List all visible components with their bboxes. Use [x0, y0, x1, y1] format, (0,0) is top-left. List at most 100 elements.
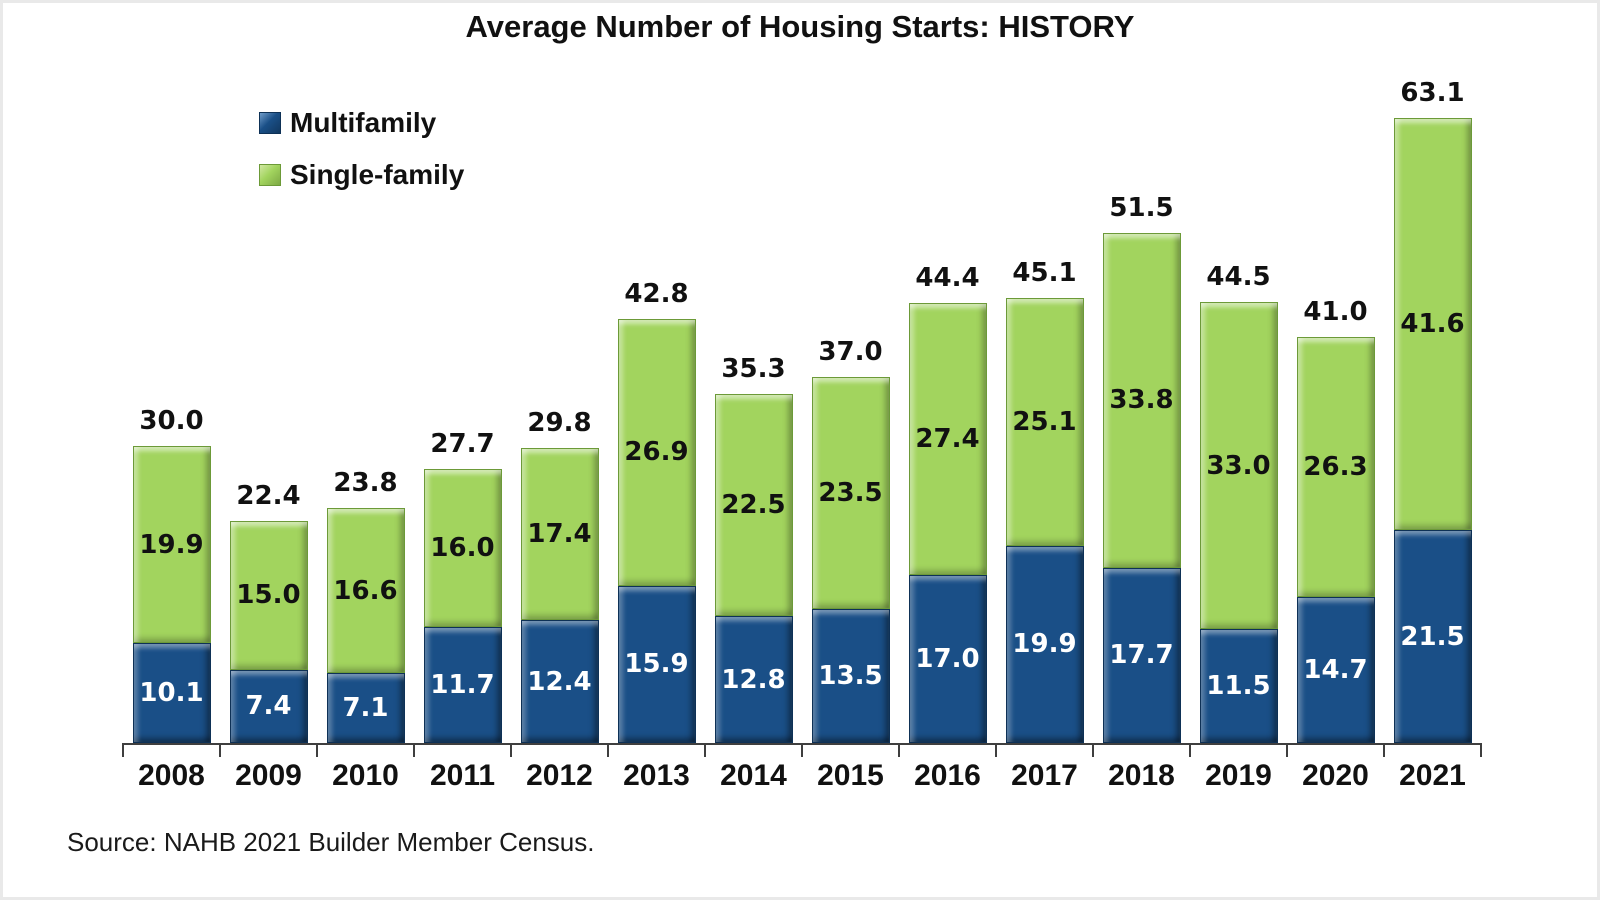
bar-2009: 15.0 7.4 [229, 521, 308, 743]
x-axis-label-2021: 2021 [1399, 759, 1466, 792]
single-family-value-label: 23.5 [818, 478, 883, 508]
legend-label-single-family: Single-family [290, 159, 465, 190]
bar-segment-multifamily-2009: 7.4 [229, 669, 308, 743]
bar-2018: 33.8 17.7 [1102, 233, 1181, 743]
multifamily-value-label: 12.8 [721, 664, 786, 695]
bar-segment-multifamily-2015: 13.5 [811, 609, 890, 743]
bar-segment-multifamily-2014: 12.8 [714, 616, 793, 743]
total-value-label: 37.0 [818, 336, 883, 367]
bar-segment-multifamily-2017: 19.9 [1005, 545, 1084, 743]
bar-segment-single-family-2010: 16.6 [326, 508, 405, 673]
legend-label-multifamily: Multifamily [290, 107, 437, 138]
bar-segment-multifamily-2008: 10.1 [132, 643, 211, 743]
bar-2014: 22.5 12.8 [714, 393, 793, 743]
x-axis-tick [413, 743, 415, 757]
x-axis-label-2016: 2016 [914, 759, 981, 792]
x-axis-label-2010: 2010 [332, 759, 399, 792]
x-axis-label-2008: 2008 [138, 759, 205, 792]
bar-2008: 19.9 10.1 [132, 446, 211, 743]
x-axis-tick [898, 743, 900, 757]
total-value-label: 30.0 [139, 406, 204, 436]
total-value-label: 42.8 [624, 279, 689, 310]
chart-title: Average Number of Housing Starts: HISTOR… [465, 9, 1135, 44]
bar-2011: 16.0 11.7 [423, 468, 502, 743]
multifamily-value-label: 15.9 [624, 649, 689, 680]
x-axis-tick [1480, 743, 1482, 757]
bar-segment-single-family-2017: 25.1 [1005, 297, 1084, 546]
bar-segment-single-family-2013: 26.9 [617, 319, 696, 586]
total-value-label: 29.8 [527, 407, 592, 438]
total-value-label: 22.4 [236, 481, 301, 512]
single-family-value-label: 19.9 [139, 529, 204, 560]
total-value-label: 35.3 [721, 353, 786, 384]
bar-2010: 16.6 7.1 [326, 508, 405, 743]
single-family-value-label: 16.6 [333, 575, 398, 606]
x-axis-label-2015: 2015 [817, 759, 884, 792]
bar-segment-multifamily-2013: 15.9 [617, 585, 696, 743]
legend-item-multifamily: Multifamily [259, 107, 464, 139]
single-family-value-label: 22.5 [721, 489, 786, 520]
single-family-value-label: 33.0 [1206, 450, 1271, 481]
bar-segment-multifamily-2020: 14.7 [1296, 597, 1375, 743]
x-axis-tick [704, 743, 706, 757]
bar-segment-single-family-2021: 41.6 [1393, 118, 1472, 531]
bar-2021: 41.6 21.5 [1393, 118, 1472, 743]
multifamily-value-label: 12.4 [527, 666, 592, 697]
multifamily-value-label: 13.5 [818, 661, 883, 692]
single-family-value-label: 16.0 [430, 532, 495, 563]
bar-segment-multifamily-2016: 17.0 [908, 574, 987, 743]
single-family-value-label: 26.9 [624, 437, 689, 468]
x-axis-tick [1383, 743, 1385, 757]
bar-segment-multifamily-2010: 7.1 [326, 672, 405, 743]
x-axis-tick [510, 743, 512, 757]
x-axis-label-2018: 2018 [1108, 759, 1175, 792]
x-axis-label-2013: 2013 [623, 759, 690, 792]
multifamily-value-label: 7.4 [245, 691, 292, 722]
total-value-label: 44.5 [1206, 262, 1271, 293]
single-family-value-label: 41.6 [1400, 309, 1465, 340]
x-axis-label-2011: 2011 [429, 759, 496, 792]
multifamily-value-label: 14.7 [1303, 655, 1368, 686]
multifamily-value-label: 11.5 [1206, 671, 1271, 702]
bar-segment-multifamily-2012: 12.4 [520, 620, 599, 743]
x-axis-label-2017: 2017 [1011, 759, 1078, 792]
bar-segment-single-family-2008: 19.9 [132, 446, 211, 643]
bar-segment-multifamily-2011: 11.7 [423, 627, 502, 743]
bar-segment-single-family-2018: 33.8 [1102, 233, 1181, 568]
bar-2012: 17.4 12.4 [520, 447, 599, 743]
total-value-label: 41.0 [1303, 297, 1368, 328]
bar-segment-single-family-2019: 33.0 [1199, 302, 1278, 630]
multifamily-value-label: 19.9 [1012, 629, 1077, 660]
total-value-label: 45.1 [1012, 257, 1077, 288]
bar-segment-multifamily-2019: 11.5 [1199, 629, 1278, 743]
x-axis-label-2012: 2012 [526, 759, 593, 792]
single-family-value-label: 25.1 [1012, 406, 1077, 437]
x-axis-tick [316, 743, 318, 757]
bar-segment-multifamily-2021: 21.5 [1393, 530, 1472, 743]
source-note: Source: NAHB 2021 Builder Member Census. [67, 827, 595, 857]
multifamily-value-label: 11.7 [430, 670, 495, 701]
x-axis-tick [219, 743, 221, 757]
total-value-label: 27.7 [430, 428, 495, 459]
x-axis-tick [995, 743, 997, 757]
total-value-label: 23.8 [333, 468, 398, 499]
legend-item-single-family: Single-family [259, 159, 464, 191]
multifamily-value-label: 10.1 [139, 677, 204, 708]
bar-segment-single-family-2009: 15.0 [229, 521, 308, 670]
single-family-value-label: 26.3 [1303, 452, 1368, 483]
single-family-swatch-icon [259, 164, 281, 186]
bar-2019: 33.0 11.5 [1199, 302, 1278, 743]
bar-segment-single-family-2012: 17.4 [520, 447, 599, 621]
bar-segment-multifamily-2018: 17.7 [1102, 567, 1181, 743]
x-axis-tick [1286, 743, 1288, 757]
multifamily-value-label: 17.0 [915, 643, 980, 674]
x-axis-label-2020: 2020 [1302, 759, 1369, 792]
x-axis-tick [1189, 743, 1191, 757]
x-axis-tick [1092, 743, 1094, 757]
single-family-value-label: 27.4 [915, 424, 980, 455]
bar-segment-single-family-2016: 27.4 [908, 303, 987, 575]
multifamily-value-label: 21.5 [1400, 621, 1465, 652]
multifamily-value-label: 17.7 [1109, 640, 1174, 671]
x-axis-tick [122, 743, 124, 757]
